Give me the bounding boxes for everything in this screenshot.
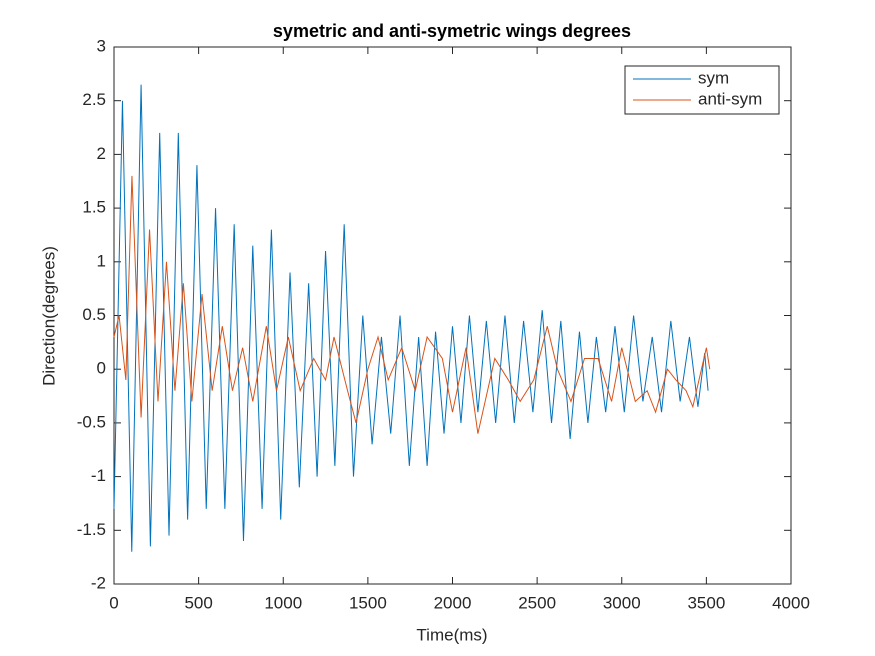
y-tick-label: -1.5 xyxy=(77,520,106,539)
legend-label: anti-sym xyxy=(698,89,762,108)
y-tick-label: -1 xyxy=(91,466,106,485)
x-tick-label: 500 xyxy=(184,593,212,612)
x-tick-label: 4000 xyxy=(772,593,810,612)
y-tick-label: 2 xyxy=(97,144,106,163)
y-tick-label: 3 xyxy=(97,36,106,55)
y-tick-label: -2 xyxy=(91,573,106,592)
x-tick-label: 2000 xyxy=(434,593,472,612)
line-series xyxy=(113,84,709,552)
x-tick-label: 3500 xyxy=(687,593,725,612)
x-tick-label: 2500 xyxy=(518,593,556,612)
y-tick-label: 2.5 xyxy=(82,90,106,109)
legend-box xyxy=(624,65,780,115)
y-tick-label: 1.5 xyxy=(82,198,106,217)
y-axis-label: Direction(degrees) xyxy=(39,246,58,386)
y-tick-label: 0.5 xyxy=(82,305,106,324)
plot-area xyxy=(113,46,792,585)
chart-title: symetric and anti-symetric wings degrees xyxy=(273,21,631,41)
y-tick-label: 0 xyxy=(97,359,106,378)
x-tick-label: 3000 xyxy=(603,593,641,612)
x-tick-label: 1000 xyxy=(264,593,302,612)
x-tick-label: 1500 xyxy=(349,593,387,612)
legend-label: sym xyxy=(698,68,729,87)
y-tick-label: -0.5 xyxy=(77,412,106,431)
y-tick-label: 1 xyxy=(97,251,106,270)
x-axis-label: Time(ms) xyxy=(416,625,487,644)
line-series xyxy=(113,175,711,434)
x-tick-label: 0 xyxy=(109,593,118,612)
